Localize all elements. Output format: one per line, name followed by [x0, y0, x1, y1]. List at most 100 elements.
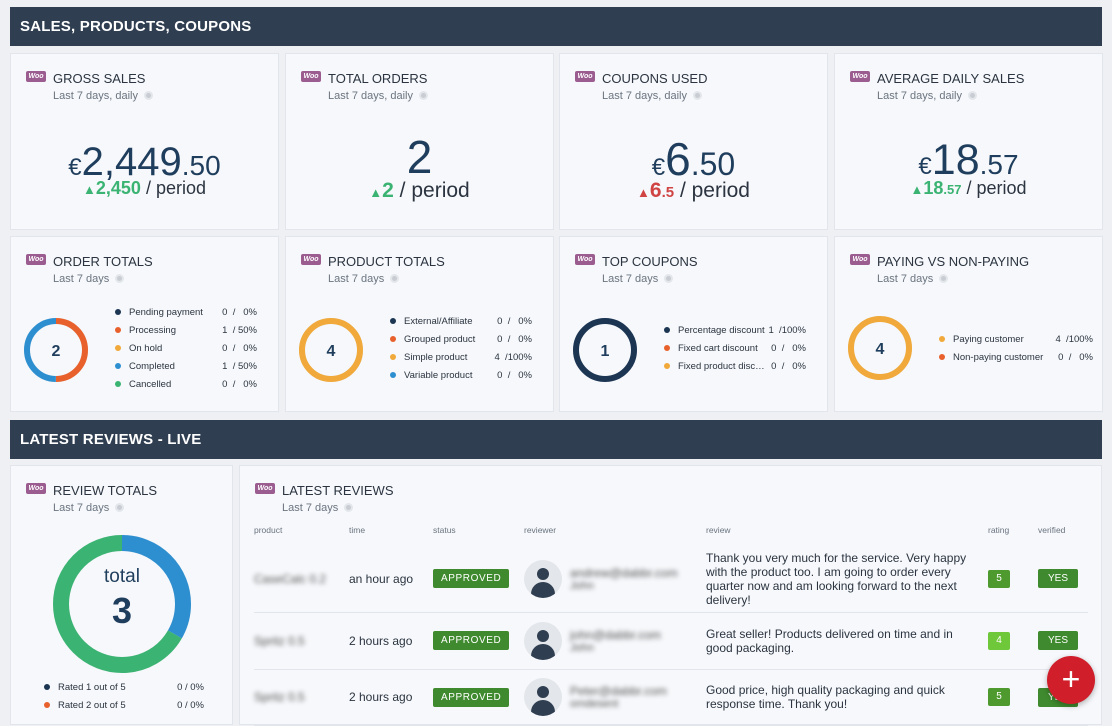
info-icon[interactable]: [968, 91, 977, 100]
reviewer-cell: Peter@dabbr.com omdesent: [524, 669, 706, 726]
legend-value: 0 / 0%: [222, 342, 257, 354]
legend-label: External/Affiliate: [404, 315, 473, 327]
legend-label: Fixed product discount: [678, 360, 766, 372]
info-icon[interactable]: [344, 503, 354, 512]
card-subtitle: Last 7 days: [602, 273, 674, 285]
table-row[interactable]: Spritz 0.5 2 hours ago APPROVED Peter@da…: [254, 669, 1088, 726]
card-title: LATEST REVIEWS: [282, 483, 394, 498]
legend-dot: [664, 363, 670, 369]
product-name[interactable]: Spritz 0.5: [254, 612, 349, 670]
reviews-table: product time status reviewer review rati…: [254, 524, 1088, 726]
legend-item[interactable]: Fixed cart discount 0 / 0%: [664, 339, 806, 357]
card-subtitle: Last 7 days: [53, 502, 125, 514]
woocommerce-icon: Woo: [850, 71, 870, 82]
legend-dot: [115, 381, 121, 387]
legend-dot: [390, 318, 396, 324]
review-text: Great seller! Products delivered on time…: [706, 612, 988, 670]
rating-badge: 5: [988, 569, 1010, 588]
woocommerce-icon: Woo: [255, 483, 275, 494]
reviewer-email[interactable]: Peter@dabbr.com: [570, 684, 667, 698]
legend-item[interactable]: Paying customer 4 /100%: [939, 330, 1093, 348]
legend-label: On hold: [129, 342, 163, 354]
column-header-product[interactable]: product: [254, 525, 283, 535]
info-icon[interactable]: [693, 91, 702, 100]
reviewer-email[interactable]: john@dabbr.com: [570, 627, 661, 642]
legend-value: 1 /100%: [768, 324, 807, 336]
legend-value: 4 /100%: [494, 351, 533, 363]
legend-item[interactable]: Completed 1 / 50%: [115, 357, 257, 375]
legend-label: Variable product: [404, 369, 473, 381]
woocommerce-icon: Woo: [26, 483, 46, 494]
rating-cell: 4: [988, 612, 1038, 670]
latest-reviews-card: Woo LATEST REVIEWS Last 7 days product t…: [239, 465, 1102, 726]
legend-value: 1 / 50%: [222, 360, 257, 372]
legend-dot: [44, 702, 50, 708]
kpi-value: €18.57: [918, 136, 1019, 184]
card-title: PRODUCT TOTALS: [328, 254, 445, 269]
legend-value: 0 / 0%: [177, 699, 204, 711]
legend-item[interactable]: External/Affiliate 0 / 0%: [390, 312, 532, 330]
review-time: 2 hours ago: [349, 612, 433, 670]
legend-item[interactable]: Variable product 0 / 0%: [390, 366, 532, 384]
legend-dot: [115, 327, 121, 333]
donut-segment[interactable]: [299, 318, 363, 382]
legend-value: 1 / 50%: [222, 324, 257, 336]
info-icon[interactable]: [115, 503, 125, 512]
review-time: an hour ago: [349, 546, 433, 613]
donut-segment[interactable]: [53, 535, 191, 673]
legend-label: Non-paying customer: [953, 351, 1044, 363]
info-icon[interactable]: [664, 274, 674, 283]
column-header-verified[interactable]: verified: [1038, 525, 1066, 535]
donut-segment[interactable]: [24, 318, 88, 382]
legend-item[interactable]: On hold 0 / 0%: [115, 339, 257, 357]
column-header-time[interactable]: time: [349, 525, 366, 535]
donut-center-value: 2: [52, 343, 61, 360]
legend-label: Completed: [129, 360, 175, 372]
table-row[interactable]: CaseCalc 0.2 an hour ago APPROVED andrew…: [254, 546, 1088, 613]
column-header-status[interactable]: status: [433, 525, 456, 535]
legend-item[interactable]: Non-paying customer 0 / 0%: [939, 348, 1093, 366]
product-name[interactable]: Spritz 0.5: [254, 669, 349, 726]
legend-item[interactable]: Grouped product 0 / 0%: [390, 330, 532, 348]
review-totals-legend: Rated 1 out of 5 0 / 0% Rated 2 out of 5 0…: [44, 678, 204, 714]
column-header-rating[interactable]: rating: [988, 525, 1010, 535]
table-header-row: product time status reviewer review rati…: [254, 524, 1088, 546]
paying-vs-nonpaying-card: Woo PAYING VS NON-PAYING Last 7 days 4 P…: [834, 236, 1103, 412]
woocommerce-icon: Woo: [301, 71, 321, 82]
legend-item[interactable]: Cancelled 0 / 0%: [115, 375, 257, 393]
paying-vs-nonpaying-legend: Paying customer 4 /100% Non-paying custome…: [939, 330, 1093, 366]
top-coupons-donut: 1: [573, 318, 637, 382]
donut-segment[interactable]: [573, 318, 637, 382]
status-badge: APPROVED: [433, 687, 510, 707]
legend-label: Cancelled: [129, 378, 172, 390]
legend-item[interactable]: Simple product 4 /100%: [390, 348, 532, 366]
card-subtitle: Last 7 days, daily: [602, 90, 702, 102]
legend-item[interactable]: Fixed product discount 0 / 0%: [664, 357, 806, 375]
legend-item[interactable]: Pending payment 0 / 0%: [115, 303, 257, 321]
legend-item[interactable]: Percentage discount 1 /100%: [664, 321, 806, 339]
info-icon[interactable]: [144, 91, 153, 100]
avatar: [524, 678, 562, 716]
info-icon[interactable]: [939, 274, 949, 283]
add-button[interactable]: +: [1047, 656, 1095, 704]
reviewer-email[interactable]: andrew@dabbr.com: [570, 565, 678, 580]
column-header-review[interactable]: review: [706, 525, 731, 535]
table-row[interactable]: Spritz 0.5 2 hours ago APPROVED john@dab…: [254, 612, 1088, 670]
info-icon[interactable]: [390, 274, 400, 283]
status-cell: APPROVED: [433, 546, 524, 613]
info-icon[interactable]: [115, 274, 125, 283]
legend-label: Fixed cart discount: [678, 342, 758, 354]
woocommerce-icon: Woo: [301, 254, 321, 265]
legend-dot: [390, 354, 396, 360]
info-icon[interactable]: [419, 91, 428, 100]
section-header-reviews: LATEST REVIEWS - LIVE: [10, 420, 1102, 459]
legend-item[interactable]: Processing 1 / 50%: [115, 321, 257, 339]
kpi-delta: ▲18.57 / period: [910, 178, 1027, 198]
legend-label: Processing: [129, 324, 176, 336]
product-name[interactable]: CaseCalc 0.2: [254, 546, 349, 613]
donut-segment[interactable]: [848, 316, 912, 380]
product-totals-donut: 4: [299, 318, 363, 382]
kpi-card-coupons-used: Woo COUPONS USED Last 7 days, daily €6.5…: [559, 53, 828, 230]
kpi-delta: ▲2,450 / period: [83, 178, 206, 198]
column-header-reviewer[interactable]: reviewer: [524, 525, 557, 535]
